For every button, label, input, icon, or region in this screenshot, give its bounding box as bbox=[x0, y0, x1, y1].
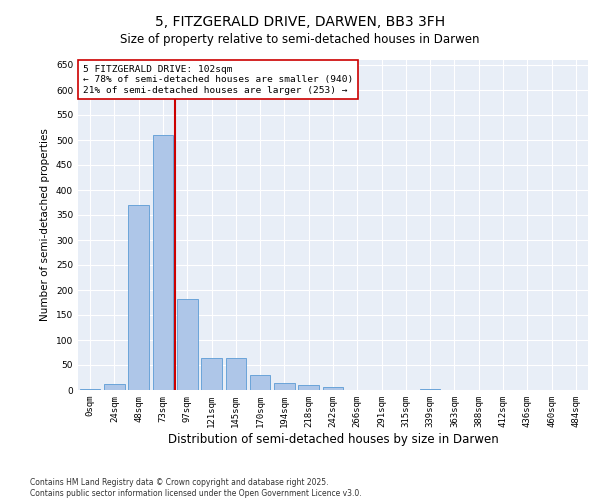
Bar bbox=[250, 375, 271, 390]
Bar bbox=[323, 387, 343, 390]
Bar bbox=[177, 298, 197, 390]
Bar bbox=[226, 358, 246, 390]
Text: 5, FITZGERALD DRIVE, DARWEN, BB3 3FH: 5, FITZGERALD DRIVE, DARWEN, BB3 3FH bbox=[155, 15, 445, 29]
X-axis label: Distribution of semi-detached houses by size in Darwen: Distribution of semi-detached houses by … bbox=[167, 432, 499, 446]
Bar bbox=[420, 389, 440, 390]
Y-axis label: Number of semi-detached properties: Number of semi-detached properties bbox=[40, 128, 50, 322]
Text: Contains HM Land Registry data © Crown copyright and database right 2025.
Contai: Contains HM Land Registry data © Crown c… bbox=[30, 478, 362, 498]
Text: Size of property relative to semi-detached houses in Darwen: Size of property relative to semi-detach… bbox=[120, 32, 480, 46]
Bar bbox=[128, 205, 149, 390]
Bar bbox=[274, 382, 295, 390]
Bar bbox=[201, 358, 222, 390]
Bar bbox=[80, 388, 100, 390]
Bar bbox=[152, 135, 173, 390]
Bar bbox=[298, 385, 319, 390]
Text: 5 FITZGERALD DRIVE: 102sqm
← 78% of semi-detached houses are smaller (940)
21% o: 5 FITZGERALD DRIVE: 102sqm ← 78% of semi… bbox=[83, 65, 353, 95]
Bar bbox=[104, 384, 125, 390]
